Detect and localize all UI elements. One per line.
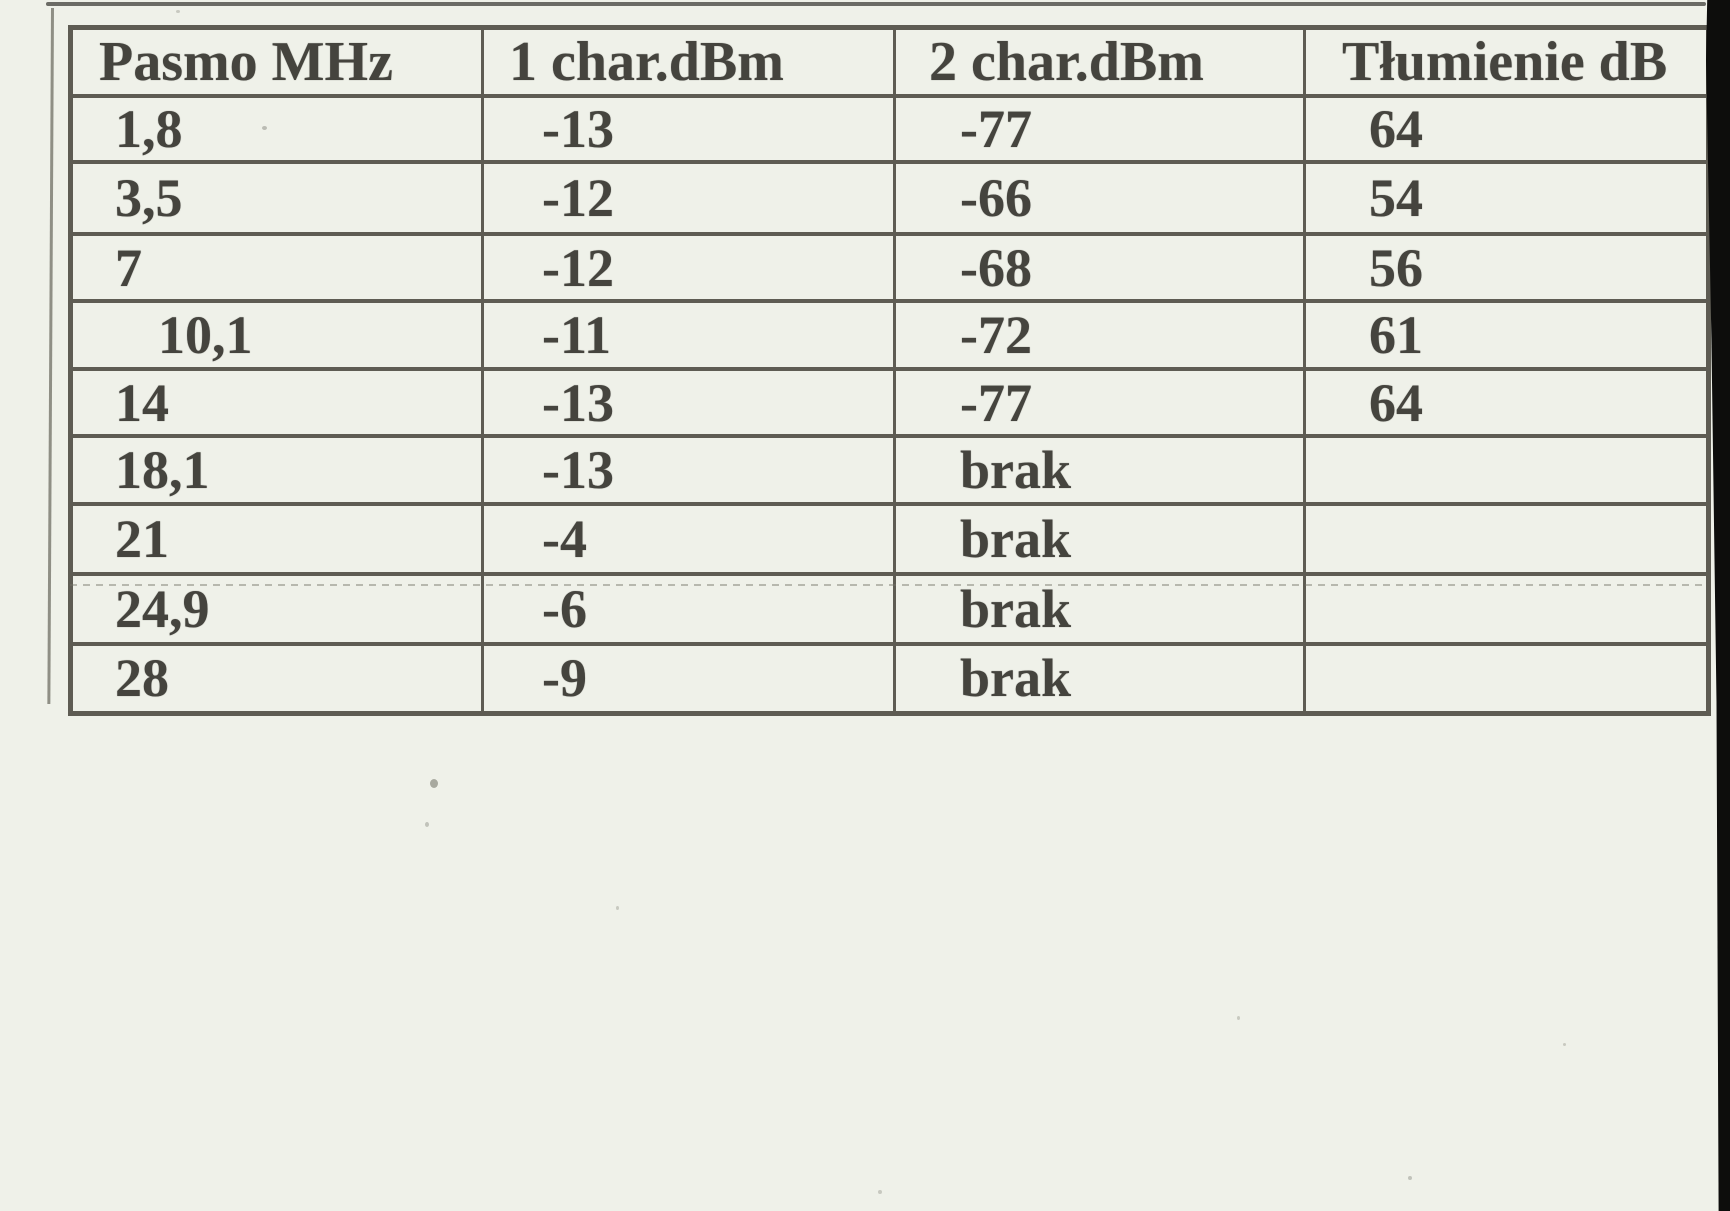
table-body: 1,8 -13 -77 64 3,5 -12 -66 54 7 -12 -68 56 10,1 -11 -7…: [69, 94, 1710, 715]
table-cell: 54: [1303, 160, 1710, 236]
table-cell: 7: [69, 232, 484, 303]
table-row: 1,8 -13 -77 64: [69, 94, 1710, 164]
table-row: 3,5 -12 -66 54: [69, 160, 1710, 236]
table-cell: -11: [481, 299, 896, 371]
table-cell: 64: [1303, 367, 1710, 438]
table-cell: 61: [1303, 299, 1710, 371]
table-cell: -13: [481, 434, 896, 506]
table-row: 14 -13 -77 64: [69, 367, 1710, 438]
table-row: 7 -12 -68 56: [69, 232, 1710, 303]
table-cell: -66: [893, 160, 1306, 236]
table-cell: brak: [893, 572, 1306, 646]
scan-speck: [878, 1190, 882, 1194]
table-cell: 56: [1303, 232, 1710, 303]
table-cell: 64: [1303, 94, 1710, 164]
table-cell: -6: [481, 572, 896, 646]
measurement-table: Pasmo MHz 1 char.dBm 2 char.dBm Tłumieni…: [68, 25, 1711, 716]
header-1char: 1 char.dBm: [481, 25, 896, 98]
table-row: 21 -4 brak: [69, 502, 1710, 576]
scan-speck: [176, 10, 180, 13]
table-cell: brak: [893, 502, 1306, 576]
header-tlumienie: Tłumienie dB: [1303, 25, 1710, 98]
table-cell: -68: [893, 232, 1306, 303]
table-cell: 1,8: [69, 94, 484, 164]
scan-speck: [1237, 1016, 1240, 1020]
table-cell: -12: [481, 232, 896, 303]
table-cell: 24,9: [69, 572, 484, 646]
table-cell: 3,5: [69, 160, 484, 236]
scan-speck: [1408, 1176, 1412, 1180]
table-cell: [1303, 434, 1710, 506]
scan-speck: [430, 779, 438, 788]
header-pasmo: Pasmo MHz: [69, 25, 484, 98]
table-cell: [1303, 502, 1710, 576]
table-cell: 10,1: [69, 299, 484, 371]
scan-speck: [616, 906, 619, 910]
table-cell: brak: [893, 434, 1306, 506]
table-cell: brak: [893, 642, 1306, 715]
table-row: 10,1 -11 -72 61: [69, 299, 1710, 371]
header-2char: 2 char.dBm: [893, 25, 1306, 98]
table-cell: 14: [69, 367, 484, 438]
scan-speck: [425, 822, 429, 827]
table-cell: -77: [893, 94, 1306, 164]
faint-scan-line: [70, 584, 1704, 586]
table-cell: -9: [481, 642, 896, 715]
table-row: 24,9 -6 brak: [69, 572, 1710, 646]
table-cell: [1303, 572, 1710, 646]
scan-top-line: [46, 2, 1706, 6]
table-cell: -77: [893, 367, 1306, 438]
table-cell: -13: [481, 367, 896, 438]
table-cell: -13: [481, 94, 896, 164]
table-cell: -4: [481, 502, 896, 576]
table-cell: -72: [893, 299, 1306, 371]
table-cell: -12: [481, 160, 896, 236]
table-cell: 28: [69, 642, 484, 715]
table-cell: [1303, 642, 1710, 715]
scan-speck: [1563, 1043, 1566, 1046]
table-cell: 18,1: [69, 434, 484, 506]
scan-speck: [262, 126, 267, 130]
table-cell: 21: [69, 502, 484, 576]
scan-left-line: [47, 8, 54, 705]
table-header-row: Pasmo MHz 1 char.dBm 2 char.dBm Tłumieni…: [69, 25, 1710, 98]
table-row: 28 -9 brak: [69, 642, 1710, 715]
table-row: 18,1 -13 brak: [69, 434, 1710, 506]
